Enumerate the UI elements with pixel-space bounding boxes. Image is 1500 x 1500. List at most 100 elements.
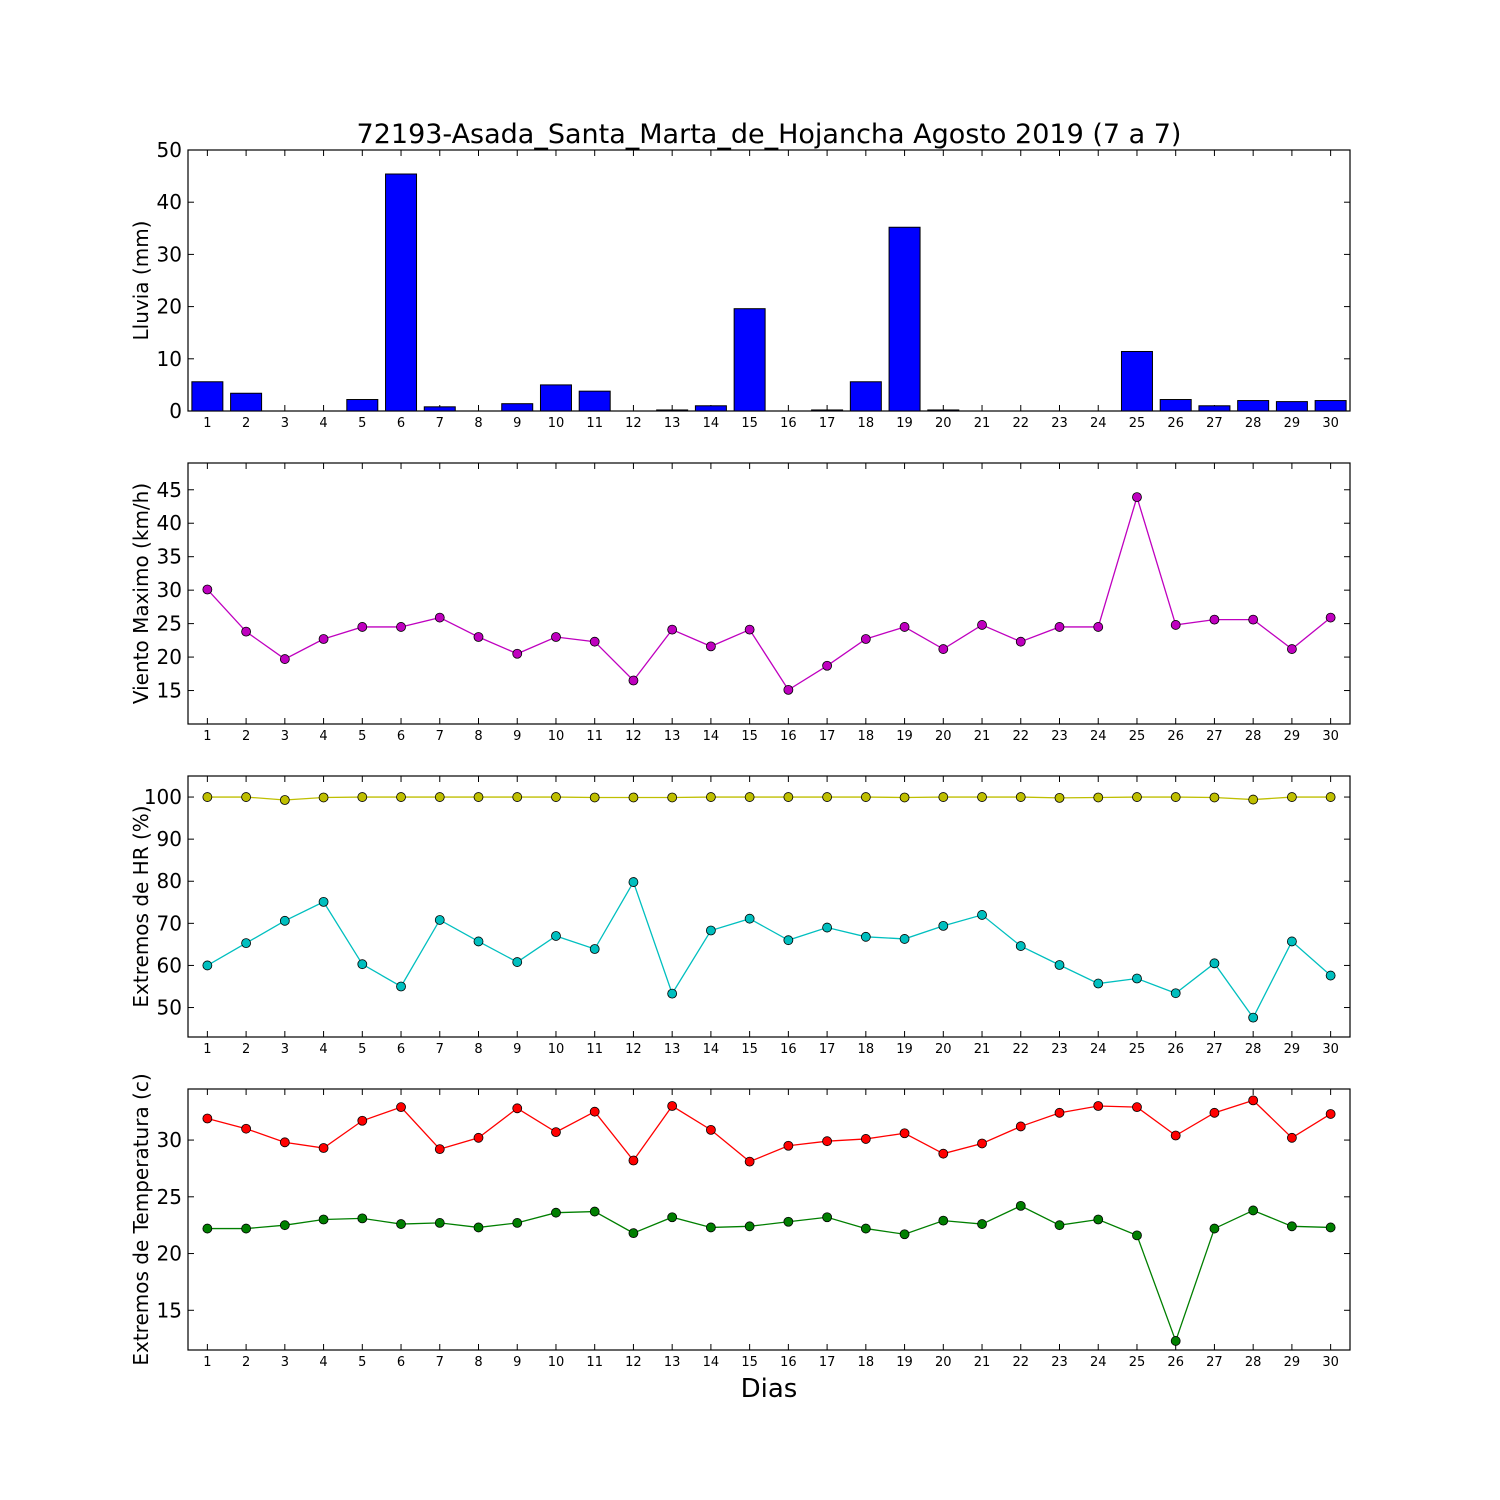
point-series-2-day-15	[744, 913, 755, 924]
plot-frame	[187, 1088, 1351, 1351]
x-tick-label: 22	[1012, 1042, 1029, 1057]
x-tick-label: 24	[1090, 416, 1107, 431]
point-series-1-day-18	[860, 792, 871, 802]
point-series-1-day-12	[628, 792, 639, 803]
point-series-1-day-2	[241, 1123, 252, 1134]
y-axis-label: Extremos de Temperatura (c)	[129, 1073, 153, 1365]
point-series-1-day-23	[1054, 792, 1065, 803]
x-tick-label: 3	[281, 1042, 289, 1057]
point-series-1-day-14	[706, 641, 716, 652]
x-tick-label: 29	[1284, 1355, 1301, 1370]
x-tick-label: 29	[1284, 729, 1301, 744]
x-tick-label: 11	[586, 1042, 603, 1057]
point-series-1-day-24	[1093, 622, 1104, 632]
point-series-1-day-21	[977, 1138, 987, 1149]
point-series-1-day-24	[1093, 1101, 1104, 1111]
point-series-1-day-6	[396, 1102, 406, 1113]
x-tick-label: 20	[935, 1355, 952, 1370]
point-series-1-day-25	[1132, 492, 1142, 503]
point-series-1-day-17	[822, 660, 832, 671]
point-series-1-day-9	[512, 648, 523, 659]
x-tick-label: 24	[1090, 1042, 1107, 1057]
point-series-2-day-25	[1132, 973, 1142, 984]
x-tick-label: 6	[397, 416, 405, 431]
point-series-1-day-11	[589, 636, 600, 647]
x-tick-label: 20	[935, 729, 952, 744]
point-series-2-day-26	[1170, 1336, 1181, 1346]
point-series-2-day-19	[899, 1229, 910, 1240]
x-tick-label: 12	[625, 1355, 642, 1370]
point-series-2-day-17	[822, 922, 832, 933]
point-series-2-day-1	[202, 960, 213, 971]
point-series-1-day-26	[1170, 620, 1181, 630]
point-series-1-day-28	[1248, 1095, 1259, 1106]
x-tick-label: 27	[1206, 729, 1223, 744]
bar-day-5	[346, 399, 379, 412]
point-series-1-day-13	[667, 1101, 678, 1111]
x-tick-label: 15	[741, 729, 758, 744]
point-series-1-day-6	[396, 622, 406, 632]
x-tick-label: 8	[474, 1355, 482, 1370]
point-series-2-day-27	[1209, 1223, 1220, 1234]
point-series-1-day-25	[1132, 1102, 1142, 1113]
chart-title: 72193-Asada_Santa_Marta_de_Hojancha Agos…	[357, 119, 1182, 150]
x-tick-label: 14	[703, 1355, 720, 1370]
plot-frame	[187, 462, 1351, 725]
x-tick-label: 10	[548, 416, 565, 431]
x-tick-label: 8	[474, 1042, 482, 1057]
point-series-2-day-16	[783, 935, 794, 946]
x-tick-label: 11	[586, 729, 603, 744]
point-series-2-day-1	[202, 1223, 213, 1234]
y-tick-label: 45	[157, 478, 182, 502]
y-tick-label: 15	[157, 679, 182, 703]
point-series-2-day-12	[628, 877, 639, 887]
point-series-2-day-20	[938, 920, 949, 931]
y-tick-label: 20	[157, 295, 182, 319]
x-tick-label: 23	[1051, 416, 1068, 431]
point-series-1-day-10	[551, 632, 561, 642]
x-tick-label: 28	[1245, 1355, 1262, 1370]
x-tick-label: 7	[436, 1042, 444, 1057]
series-line-1	[206, 494, 1332, 691]
x-tick-label: 19	[896, 416, 913, 431]
x-tick-label: 11	[586, 416, 603, 431]
x-tick-label: 4	[319, 1355, 327, 1370]
x-tick-label: 12	[625, 729, 642, 744]
x-tick-label: 25	[1129, 1355, 1146, 1370]
point-series-2-day-5	[357, 1213, 368, 1224]
x-tick-label: 12	[625, 416, 642, 431]
x-tick-label: 13	[664, 1355, 681, 1370]
point-series-2-day-2	[241, 1223, 252, 1234]
x-tick-label: 6	[397, 729, 405, 744]
x-tick-label: 10	[548, 1355, 565, 1370]
plot-frame	[187, 775, 1351, 1038]
x-tick-label: 20	[935, 416, 952, 431]
point-series-2-day-10	[551, 1207, 561, 1218]
y-axis-label: Viento Maximo (km/h)	[129, 483, 153, 704]
x-tick-label: 30	[1322, 1355, 1339, 1370]
point-series-2-day-13	[667, 988, 678, 999]
x-tick-label: 18	[858, 1355, 875, 1370]
bar-day-17	[811, 409, 844, 412]
point-series-1-day-26	[1170, 792, 1181, 802]
point-series-1-day-4	[318, 634, 329, 644]
y-tick-label: 70	[157, 911, 182, 935]
point-series-1-day-1	[202, 792, 213, 802]
x-tick-label: 2	[242, 416, 250, 431]
y-tick-label: 100	[144, 785, 182, 809]
bar-day-15	[733, 308, 766, 412]
x-tick-label: 9	[513, 1355, 521, 1370]
point-series-2-day-25	[1132, 1230, 1142, 1241]
point-series-1-day-7	[434, 1144, 445, 1155]
bar-day-10	[539, 384, 572, 412]
x-tick-label: 16	[780, 729, 797, 744]
x-tick-label: 10	[548, 729, 565, 744]
x-tick-label: 4	[319, 416, 327, 431]
point-series-2-day-21	[977, 1219, 987, 1229]
point-series-2-day-4	[318, 1214, 329, 1225]
y-tick-label: 10	[157, 347, 182, 371]
x-tick-label: 19	[896, 1355, 913, 1370]
